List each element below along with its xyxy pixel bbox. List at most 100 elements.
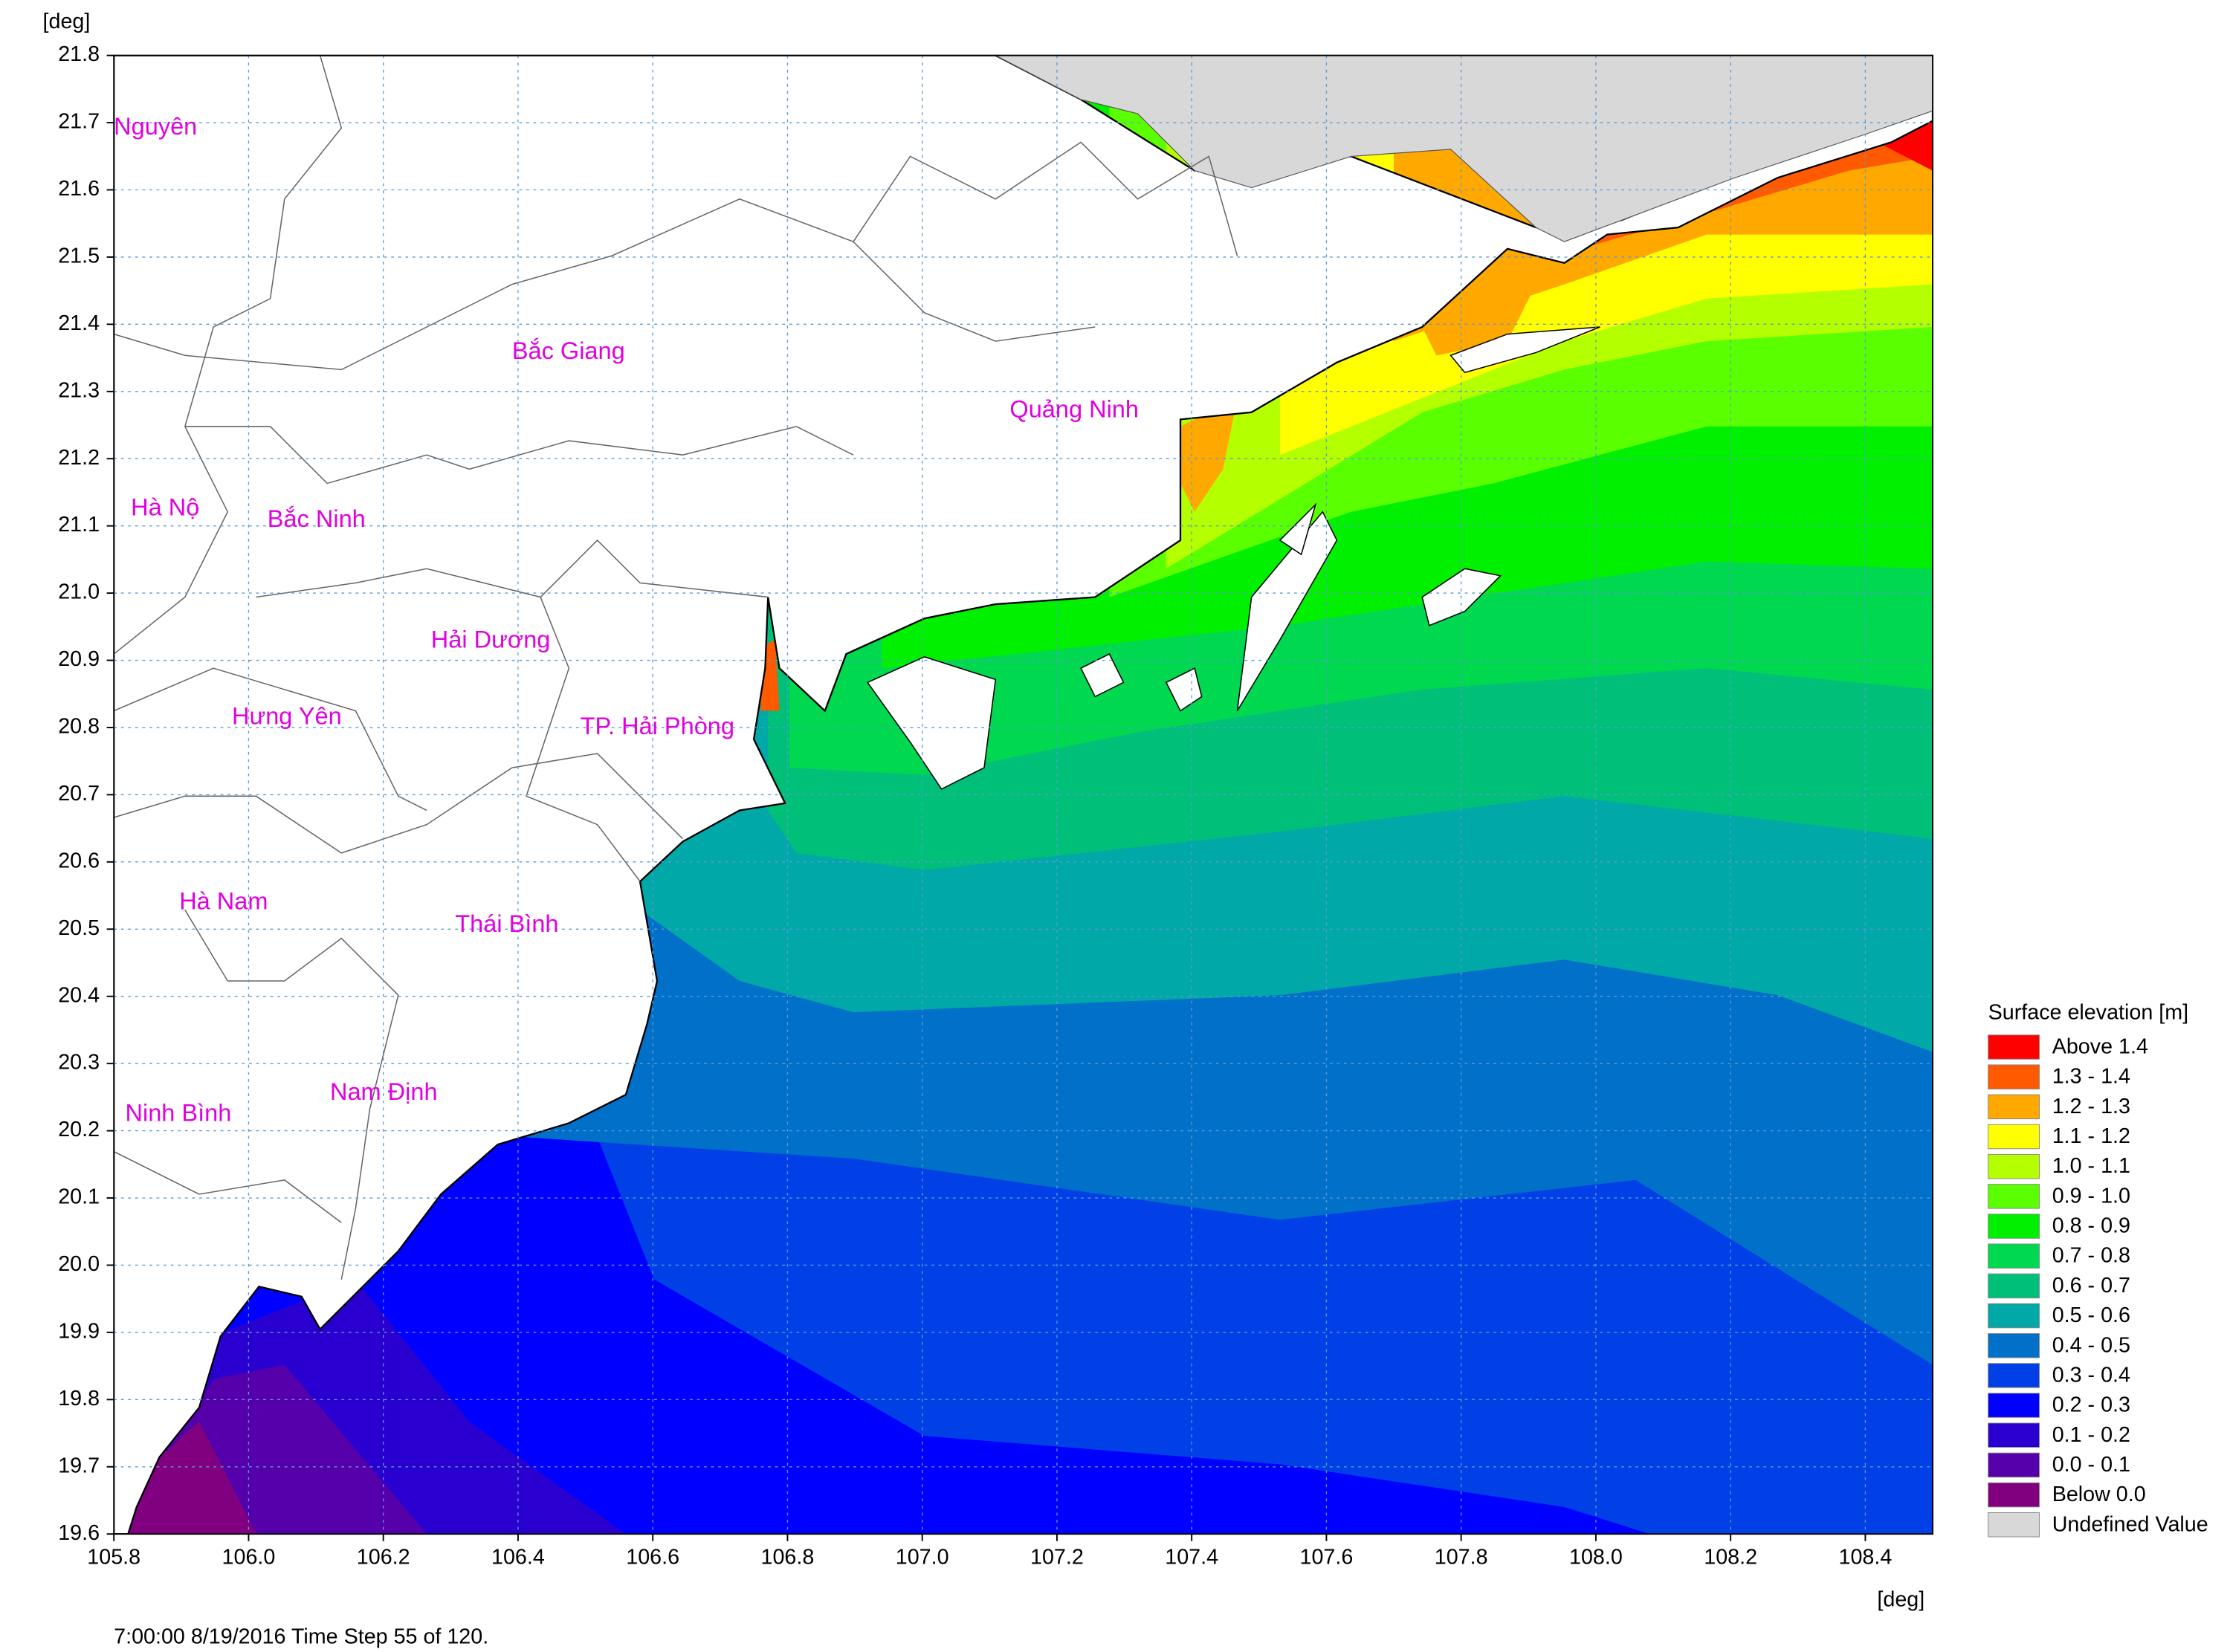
y-tick-label: 20.1 <box>58 1185 100 1209</box>
legend-label: 1.1 - 1.2 <box>2052 1124 2130 1148</box>
legend-swatch <box>1988 1303 2040 1329</box>
legend-swatch <box>1988 1094 2040 1120</box>
y-tick-label: 20.8 <box>58 715 100 739</box>
x-tick-label: 108.0 <box>1569 1545 1623 1569</box>
province-boundary <box>184 909 399 1280</box>
legend-swatch <box>1988 1034 2040 1060</box>
y-tick-label: 19.8 <box>58 1387 100 1410</box>
island <box>866 656 997 790</box>
y-tick-label: 20.0 <box>58 1252 100 1276</box>
x-tick-label: 106.8 <box>761 1545 815 1569</box>
province-boundary <box>114 753 683 854</box>
x-tick-label: 105.8 <box>87 1545 140 1569</box>
legend-label: Below 0.0 <box>2052 1483 2146 1506</box>
footer: 7:00:00 8/19/2016 Time Step 55 of 120. <box>114 1625 488 1648</box>
place-label: Hà Nộ <box>131 493 199 520</box>
place-label: Nam Định <box>330 1078 438 1105</box>
plot-area: Nguyên Bắc Giang Quảng Ninh Hà Nộ Bắc Ninh Hả… <box>114 55 1933 1535</box>
legend-swatch <box>1988 1064 2040 1089</box>
y-tick-label: 21.2 <box>58 446 100 470</box>
legend-swatch <box>1988 1393 2040 1418</box>
y-axis-unit: [deg] <box>43 10 91 33</box>
place-label: Bắc Giang <box>512 337 625 364</box>
y-tick-label: 21.6 <box>58 177 100 201</box>
y-tick-label: 21.3 <box>58 378 100 402</box>
y-tick-label: 20.3 <box>58 1051 100 1075</box>
y-tick-label: 19.7 <box>58 1454 100 1477</box>
island <box>1080 652 1125 698</box>
place-label: Hải Dương <box>431 626 551 652</box>
x-tick-label: 107.6 <box>1300 1545 1354 1569</box>
legend-swatch <box>1988 1243 2040 1269</box>
land <box>114 55 1933 1535</box>
province-boundary <box>853 141 1238 256</box>
elevation-band <box>1180 398 1238 512</box>
y-tick-label: 20.6 <box>58 849 100 872</box>
legend-swatch <box>1988 1452 2040 1478</box>
legend-label: 0.6 - 0.7 <box>2052 1274 2130 1298</box>
elevation-band <box>114 1422 256 1535</box>
y-tick-label: 20.4 <box>58 983 100 1007</box>
legend-label: 0.7 - 0.8 <box>2052 1244 2130 1268</box>
x-tick-label: 107.2 <box>1030 1545 1084 1569</box>
x-tick-label: 106.4 <box>491 1545 545 1569</box>
legend-label: 0.2 - 0.3 <box>2052 1393 2130 1417</box>
legend-swatch <box>1988 1124 2040 1150</box>
legend-label: Above 1.4 <box>2052 1035 2148 1059</box>
legend-swatch <box>1988 1512 2040 1538</box>
place-label: Nguyên <box>114 113 197 140</box>
y-tick-label: 21.5 <box>58 244 100 268</box>
legend-label: 0.0 - 0.1 <box>2052 1453 2130 1477</box>
legend-swatch <box>1988 1332 2040 1358</box>
province-boundary <box>114 1150 342 1223</box>
y-tick-label: 20.7 <box>58 782 100 806</box>
x-tick-label: 107.8 <box>1435 1545 1488 1569</box>
legend-label: 0.8 - 0.9 <box>2052 1214 2130 1238</box>
y-tick-label: 19.9 <box>58 1319 100 1343</box>
undefined-area <box>995 55 1933 242</box>
province-boundary <box>114 198 1096 371</box>
x-tick-label: 108.2 <box>1704 1545 1757 1569</box>
y-tick-label: 21.0 <box>58 580 100 604</box>
legend-title: Surface elevation [m] <box>1988 1001 2188 1025</box>
legend-label: 0.4 - 0.5 <box>2052 1333 2130 1357</box>
x-tick-label: 107.0 <box>896 1545 949 1569</box>
place-label: TP. Hải Phòng <box>581 713 734 739</box>
y-tick-label: 21.7 <box>58 110 100 134</box>
legend-label: 0.1 - 0.2 <box>2052 1423 2130 1447</box>
island <box>1165 667 1203 712</box>
x-axis-unit: [deg] <box>1877 1588 1924 1612</box>
place-label: Bắc Ninh <box>268 505 366 532</box>
y-tick-label: 21.4 <box>58 311 100 335</box>
y-tick-label: 21.8 <box>58 42 100 66</box>
legend-label: Undefined Value <box>2052 1512 2208 1536</box>
y-tick-label: 21.1 <box>58 513 100 537</box>
province-boundary <box>526 597 641 882</box>
province-boundary <box>184 426 854 485</box>
legend-swatch <box>1988 1153 2040 1179</box>
province-boundary <box>114 667 427 812</box>
legend-swatch <box>1988 1363 2040 1388</box>
island <box>1450 326 1600 374</box>
legend-label: 1.2 - 1.3 <box>2052 1095 2130 1118</box>
place-label: Quảng Ninh <box>1009 395 1139 422</box>
x-tick-label: 107.4 <box>1165 1545 1218 1569</box>
y-tick-label: 20.2 <box>58 1118 100 1141</box>
place-label: Hưng Yên <box>232 703 342 730</box>
place-label: Thái Bình <box>455 910 558 937</box>
legend-label: 0.9 - 1.0 <box>2052 1184 2130 1208</box>
x-tick-label: 108.4 <box>1839 1545 1893 1569</box>
legend-label: 0.5 - 0.6 <box>2052 1303 2130 1327</box>
x-tick-label: 106.0 <box>222 1545 276 1569</box>
legend-label: 0.3 - 0.4 <box>2052 1363 2130 1387</box>
legend-label: 1.3 - 1.4 <box>2052 1065 2130 1089</box>
island <box>1279 502 1317 556</box>
x-tick-label: 106.2 <box>357 1545 410 1569</box>
place-label: Hà Nam <box>179 887 268 914</box>
y-tick-label: 20.9 <box>58 647 100 671</box>
province-boundary <box>114 55 343 655</box>
legend-swatch <box>1988 1184 2040 1209</box>
place-label: Ninh Bình <box>125 1099 231 1126</box>
y-tick-label: 20.5 <box>58 916 100 940</box>
x-tick-label: 106.6 <box>626 1545 679 1569</box>
